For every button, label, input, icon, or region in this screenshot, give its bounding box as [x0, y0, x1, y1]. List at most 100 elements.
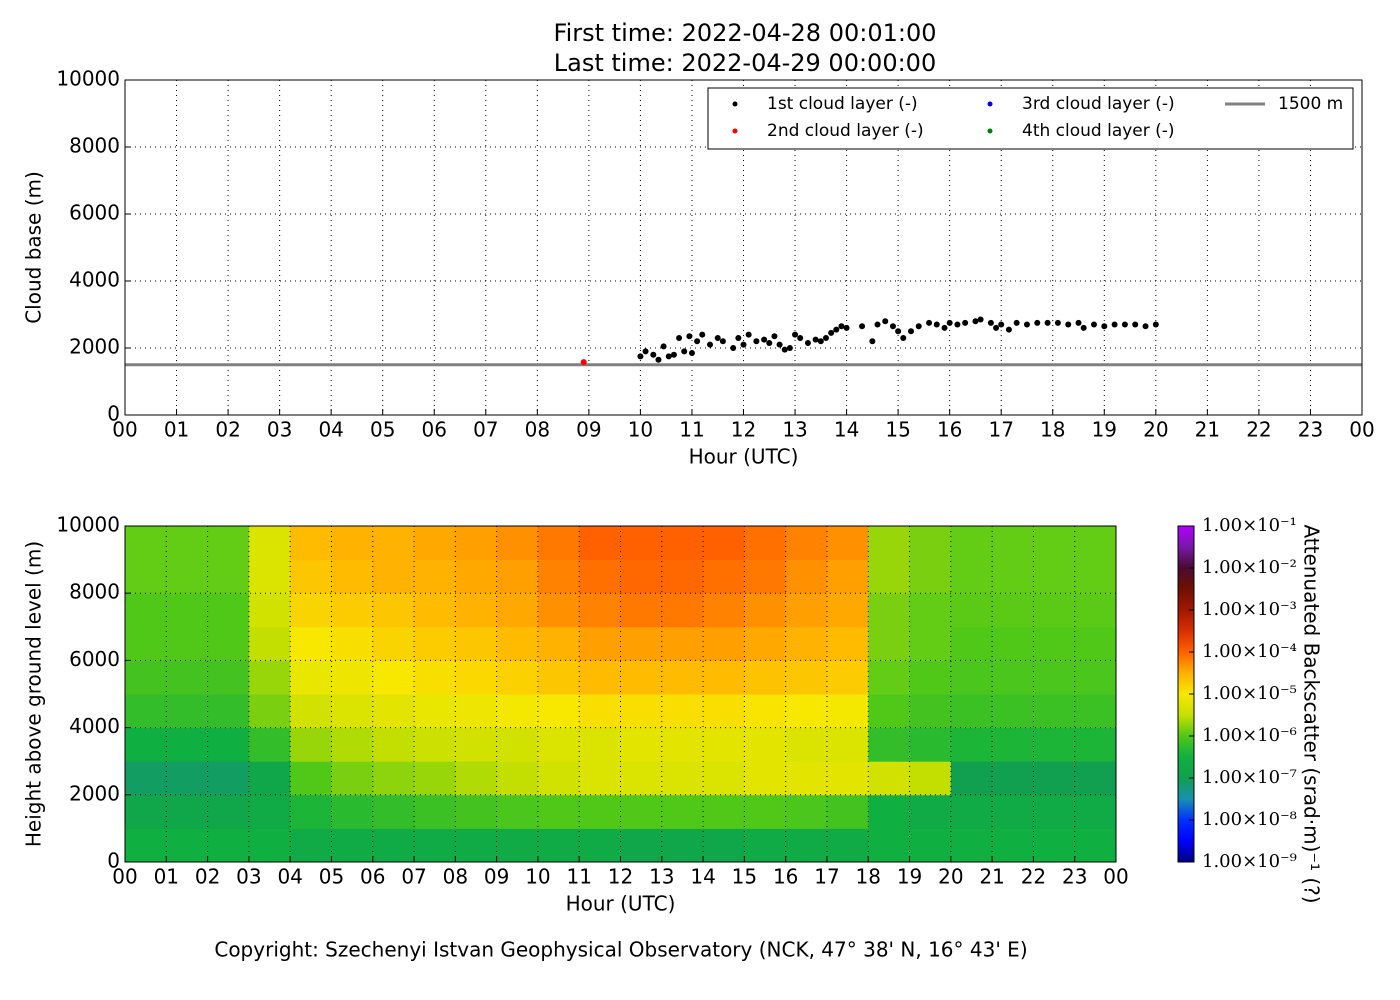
heatmap-cell: [909, 794, 952, 829]
legend-label: 4th cloud layer (-): [1022, 121, 1175, 141]
heatmap-cell: [372, 559, 415, 594]
heatmap-cell: [785, 626, 828, 661]
y-tick-label: 6000: [69, 647, 120, 671]
heatmap-cell: [331, 593, 374, 628]
point: [926, 319, 933, 326]
heatmap-cell: [331, 761, 374, 796]
heatmap-cell: [744, 794, 787, 829]
point: [882, 318, 889, 325]
legend-label: 2nd cloud layer (-): [767, 121, 924, 141]
point: [1013, 319, 1020, 326]
legend-marker: [732, 128, 738, 134]
heatmap-cell: [537, 727, 580, 762]
y-tick-label: 8000: [69, 134, 120, 158]
point: [1132, 321, 1139, 328]
heatmap-cell: [537, 761, 580, 796]
legend-label: 1st cloud layer (-): [767, 94, 918, 114]
heatmap-cell: [290, 593, 332, 628]
heatmap-cell: [868, 727, 911, 762]
x-axis-label: Hour (UTC): [689, 445, 799, 469]
point: [1080, 324, 1087, 331]
point: [1044, 319, 1051, 326]
heatmap-cell: [868, 828, 911, 863]
heatmap-cell: [125, 828, 167, 863]
x-tick-label: 21: [979, 865, 1004, 889]
heatmap-cell: [579, 593, 621, 628]
heatmap-cell: [744, 526, 787, 561]
point: [761, 336, 768, 343]
x-tick-label: 10: [525, 865, 550, 889]
point: [786, 345, 793, 351]
heatmap-cell: [1074, 694, 1117, 729]
x-tick-label: 13: [782, 418, 807, 442]
heatmap-cell: [414, 828, 456, 863]
heatmap-cell: [414, 526, 456, 561]
x-tick-label: 11: [679, 418, 704, 442]
x-tick-label: 03: [236, 865, 261, 889]
point: [740, 341, 747, 348]
heatmap-cell: [1033, 794, 1076, 829]
heatmap-cell: [125, 660, 167, 695]
heatmap-cell: [992, 526, 1034, 561]
heatmap-cell: [992, 727, 1034, 762]
heatmap-cell: [496, 593, 539, 628]
point: [1090, 321, 1097, 328]
heatmap-cell: [909, 593, 952, 628]
heatmap-cell: [166, 626, 209, 661]
x-tick-label: 17: [988, 418, 1013, 442]
heatmap-cell: [455, 727, 498, 762]
heatmap-cell: [785, 593, 828, 628]
x-tick-label: 20: [1143, 418, 1168, 442]
point: [1023, 321, 1030, 328]
x-tick-label: 06: [422, 418, 447, 442]
heatmap-cell: [455, 828, 498, 863]
heatmap-cell: [826, 660, 869, 695]
x-tick-label: 04: [318, 418, 343, 442]
heatmap-cell: [331, 794, 374, 829]
heatmap-cell: [992, 559, 1034, 594]
x-tick-label: 15: [885, 418, 910, 442]
x-tick-label: 01: [154, 865, 179, 889]
heatmap-cell: [1033, 727, 1076, 762]
heatmap-cell: [909, 526, 952, 561]
heatmap-cell: [868, 761, 911, 796]
point: [833, 326, 840, 333]
heatmap-cell: [950, 727, 993, 762]
point: [987, 319, 994, 326]
heatmap-cell: [785, 761, 828, 796]
heatmap-cell: [620, 559, 663, 594]
heatmap-cell: [1033, 559, 1076, 594]
heatmap-cell: [826, 626, 869, 661]
point: [766, 339, 773, 346]
colorbar-tick-label: 1.00×10⁻⁶: [1202, 725, 1297, 746]
heatmap-cell: [455, 626, 498, 661]
heatmap-cell: [992, 761, 1034, 796]
heatmap-cell: [372, 828, 415, 863]
heatmap-cell: [1033, 593, 1076, 628]
heatmap-cell: [909, 761, 952, 796]
x-tick-label: 08: [443, 865, 468, 889]
heatmap-cell: [125, 526, 167, 561]
heatmap-cell: [579, 727, 621, 762]
point: [665, 353, 672, 360]
point: [812, 336, 819, 343]
heatmap-cell: [496, 694, 539, 729]
heatmap-cell: [868, 593, 911, 628]
point: [699, 331, 706, 338]
heatmap-cell: [248, 526, 291, 561]
heatmap-cell: [1033, 626, 1076, 661]
x-tick-label: 22: [1246, 418, 1271, 442]
heatmap-cell: [414, 794, 456, 829]
point: [735, 334, 742, 341]
heatmap-cell: [703, 526, 745, 561]
heatmap-cell: [661, 593, 704, 628]
heatmap-cell: [455, 794, 498, 829]
point: [1075, 319, 1082, 326]
heatmap-cell: [331, 727, 374, 762]
heatmap-cell: [703, 828, 745, 863]
point: [719, 338, 726, 345]
point: [776, 341, 783, 348]
heatmap-cell: [372, 660, 415, 695]
heatmap-cell: [166, 526, 209, 561]
x-tick-label: 09: [576, 418, 601, 442]
